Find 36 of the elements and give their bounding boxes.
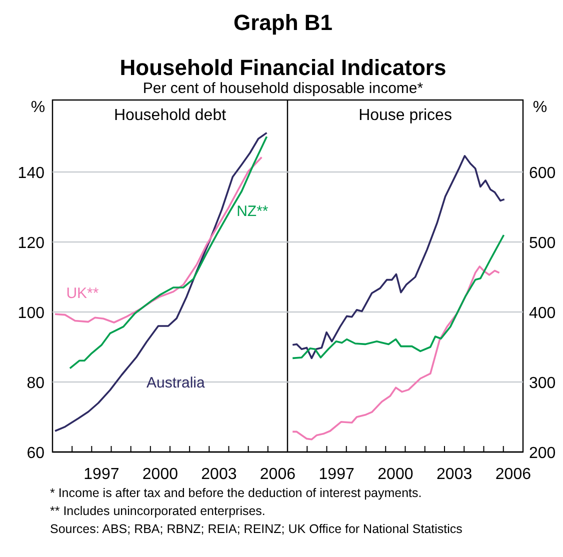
x-tick-label: 2000: [142, 466, 178, 483]
x-tick-label: 1997: [84, 466, 120, 483]
series-label: UK**: [66, 285, 99, 302]
y-tick-label: 200: [529, 445, 556, 462]
caption: Graph B1: [233, 10, 333, 35]
x-tick-label: 2006: [495, 466, 532, 483]
line-series: [292, 234, 505, 360]
series-label: NZ**: [236, 202, 268, 220]
x-tick-label: 2006: [260, 466, 296, 483]
y-tick-label: 500: [529, 235, 556, 252]
y-tick-label: 120: [18, 235, 45, 252]
text: Household Financial Indicators: [120, 55, 446, 80]
text: ** Includes unincorporated enterprises.: [50, 504, 266, 518]
y-tick-label: 60: [26, 445, 45, 462]
line-series: [54, 132, 268, 432]
y-tick-label: 400: [529, 305, 556, 322]
y-axis-title: %: [532, 99, 548, 116]
series-label: Australia: [146, 374, 206, 392]
text: * Income is after tax and before the deduction of interest payments.: [50, 486, 422, 500]
source-note: Sources: ABS; RBA; RBNZ; REIA; REINZ; UK Office for National Statistics: [50, 522, 462, 536]
y-tick-label: 100: [18, 305, 45, 322]
line-series: [69, 136, 268, 370]
x-tick-label: 2000: [378, 466, 414, 483]
y-axis-title: %: [30, 99, 46, 116]
x-tick-label: 2003: [201, 466, 237, 483]
text: Per cent of household disposable income*: [142, 80, 424, 97]
line-series: [292, 155, 506, 360]
line-series: [292, 266, 500, 440]
chart-title: House prices: [358, 107, 452, 124]
y-tick-label: 300: [529, 375, 556, 392]
y-tick-label: 600: [529, 165, 556, 182]
y-tick-label: 140: [18, 165, 45, 182]
chart-title: Household debt: [114, 107, 227, 124]
x-tick-label: 1997: [318, 466, 354, 483]
x-tick-label: 2003: [436, 466, 472, 483]
y-tick-label: 80: [26, 375, 45, 392]
